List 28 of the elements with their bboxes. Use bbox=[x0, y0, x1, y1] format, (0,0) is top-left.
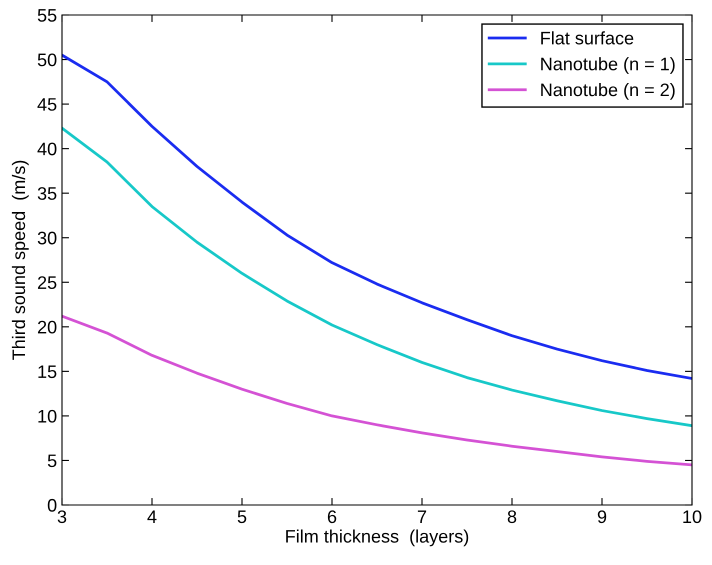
line-series bbox=[62, 126, 692, 428]
y-tick-label: 5 bbox=[48, 454, 56, 468]
x-tick-label: 9 bbox=[598, 510, 606, 524]
line-series bbox=[62, 314, 692, 466]
y-tick-label: 50 bbox=[38, 53, 56, 66]
x-tick-label: 7 bbox=[418, 510, 426, 523]
x-tick-label: 4 bbox=[147, 510, 156, 523]
legend-label: Flat surface bbox=[541, 31, 634, 45]
x-axis-title: Film thickness (layers) bbox=[286, 529, 468, 546]
y-axis-title: Third sound speed (m/s) bbox=[12, 160, 29, 360]
x-tick-label: 6 bbox=[328, 510, 336, 524]
y-tick-label: 15 bbox=[38, 365, 56, 378]
y-tick-label: 35 bbox=[38, 187, 56, 200]
line-series bbox=[62, 54, 692, 380]
y-tick-label: 55 bbox=[38, 9, 56, 22]
y-tick-label: 30 bbox=[38, 232, 56, 244]
y-tick-label: 25 bbox=[38, 276, 56, 289]
x-tick-label: 5 bbox=[238, 510, 246, 524]
legend-label: Nanotube (n = 2) bbox=[541, 82, 675, 100]
y-tick-label: 0 bbox=[48, 498, 56, 512]
y-tick-label: 10 bbox=[38, 410, 56, 423]
x-tick-label: 8 bbox=[508, 510, 516, 524]
y-tick-label: 20 bbox=[38, 320, 56, 334]
y-tick-label: 45 bbox=[37, 98, 56, 111]
x-tick-label: 3 bbox=[58, 510, 66, 524]
y-tick-label: 40 bbox=[37, 142, 56, 156]
legend-label: Nanotube (n = 1) bbox=[541, 57, 675, 74]
x-tick-label: 10 bbox=[683, 510, 702, 524]
